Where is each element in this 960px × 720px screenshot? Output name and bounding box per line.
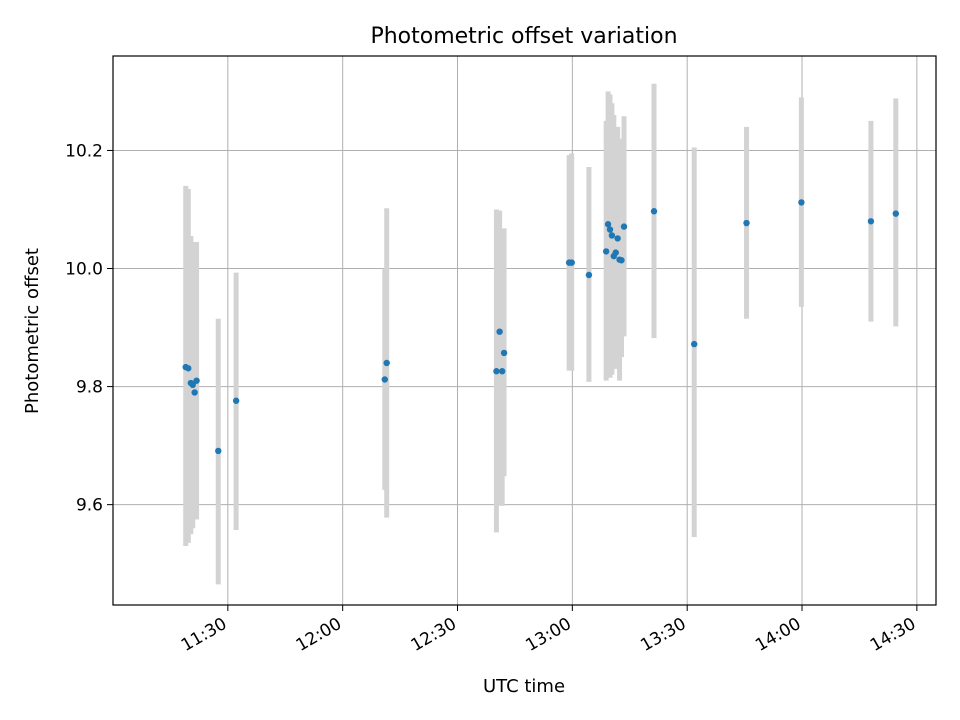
data-point: [191, 389, 198, 396]
data-point: [232, 397, 240, 404]
data-point: [612, 249, 619, 256]
chart-title: Photometric offset variation: [370, 24, 677, 49]
y-tick-label: 10.2: [65, 141, 103, 161]
data-point: [743, 219, 750, 227]
data-point: [493, 368, 500, 375]
data-point: [193, 377, 200, 384]
y-tick-label: 9.6: [76, 496, 103, 516]
data-point: [383, 359, 390, 367]
data-point: [585, 271, 593, 279]
data-point: [189, 381, 196, 389]
data-point: [892, 210, 900, 217]
data-point: [602, 248, 610, 255]
x-axis-label: UTC time: [483, 676, 565, 697]
data-point: [691, 340, 698, 348]
data-point: [185, 365, 192, 372]
data-point: [604, 221, 612, 228]
data-point: [614, 235, 621, 242]
data-point: [650, 208, 658, 215]
y-axis-ticks: 9.6 9.8 10.0 10.2: [65, 141, 113, 516]
y-tick-label: 9.8: [76, 378, 103, 398]
data-point: [606, 226, 614, 233]
data-point: [798, 199, 805, 206]
data-point: [381, 376, 388, 383]
data-point: [608, 232, 616, 239]
data-point: [618, 257, 625, 264]
data-point: [496, 328, 503, 335]
data-point: [620, 223, 628, 230]
data-point: [498, 368, 506, 375]
plot-frame: [112, 55, 937, 606]
y-tick-label: 10.0: [65, 260, 103, 280]
data-point: [215, 447, 222, 455]
data-point: [500, 349, 508, 357]
data-point: [568, 259, 575, 266]
data-points: [182, 199, 900, 455]
data-point: [867, 218, 875, 225]
y-axis-label: Photometric offset: [22, 248, 43, 414]
